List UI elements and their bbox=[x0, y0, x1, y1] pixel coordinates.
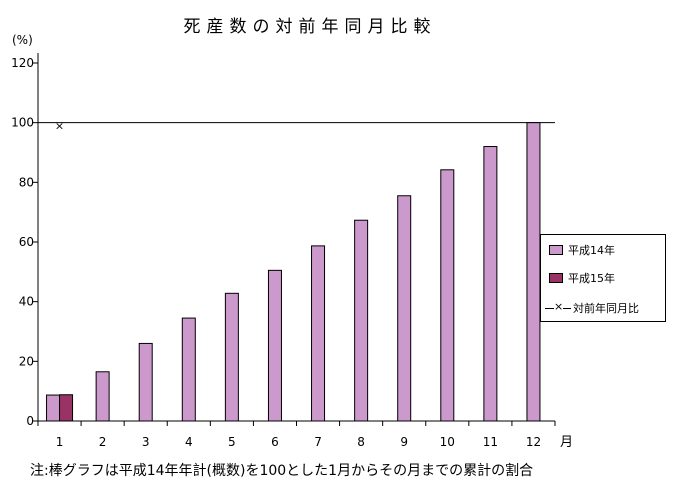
legend: 平成14年 平成15年 × 対前年同月比 bbox=[540, 234, 666, 322]
bar bbox=[267, 269, 282, 422]
x-tick-label: 7 bbox=[314, 435, 322, 449]
x-tick-label: 3 bbox=[142, 435, 150, 449]
bars bbox=[46, 122, 541, 422]
y-tick-label: 40 bbox=[19, 295, 34, 309]
bar bbox=[59, 394, 74, 422]
legend-swatch-h15 bbox=[549, 273, 563, 283]
x-tick-label: 12 bbox=[526, 435, 541, 449]
x-tick-label: 9 bbox=[400, 435, 408, 449]
bar bbox=[224, 292, 239, 422]
axes bbox=[33, 53, 556, 426]
bar bbox=[483, 146, 498, 422]
bar bbox=[354, 219, 369, 422]
legend-swatch-h14 bbox=[549, 245, 563, 255]
ratio-point: × bbox=[55, 120, 64, 133]
bar bbox=[138, 342, 153, 422]
x-tick-label: 6 bbox=[271, 435, 279, 449]
x-tick-label: 10 bbox=[440, 435, 455, 449]
y-tick-label: 100 bbox=[11, 116, 34, 130]
legend-item-h15: 平成15年 bbox=[549, 271, 615, 285]
legend-item-ratio: × 対前年同月比 bbox=[545, 300, 639, 315]
x-axis-unit: 月 bbox=[560, 435, 574, 450]
bar bbox=[526, 122, 541, 422]
ratio-series: × bbox=[55, 120, 64, 133]
legend-label-h15: 平成15年 bbox=[568, 272, 615, 285]
legend-line-ratio: × bbox=[545, 300, 571, 314]
cross-marker-icon: × bbox=[554, 300, 564, 314]
x-tick-label: 1 bbox=[56, 435, 64, 449]
y-tick-label: 20 bbox=[19, 354, 34, 368]
y-tick-label: 120 bbox=[11, 56, 34, 70]
x-tick-label: 11 bbox=[483, 435, 498, 449]
x-tick-label: 8 bbox=[357, 435, 365, 449]
x-tick-label: 5 bbox=[228, 435, 236, 449]
bar bbox=[311, 245, 326, 422]
x-tick-label: 4 bbox=[185, 435, 193, 449]
legend-item-h14: 平成14年 bbox=[549, 243, 615, 257]
legend-label-ratio: 対前年同月比 bbox=[573, 302, 639, 315]
legend-label-h14: 平成14年 bbox=[568, 244, 615, 257]
y-tick-label: 80 bbox=[19, 175, 34, 189]
y-tick-label: 0 bbox=[26, 414, 34, 428]
bar bbox=[95, 371, 110, 422]
bar bbox=[397, 195, 412, 422]
y-tick-label: 60 bbox=[19, 235, 34, 249]
y-axis-unit: (%) bbox=[12, 33, 33, 47]
bar bbox=[440, 169, 455, 422]
x-tick-label: 2 bbox=[99, 435, 107, 449]
bar bbox=[181, 317, 196, 422]
chart-title: 死産数の対前年同月比較 bbox=[183, 17, 437, 37]
footnote: 注:棒グラフは平成14年年計(概数)を100とした1月からその月までの累計の割合 bbox=[30, 463, 534, 479]
bar bbox=[46, 394, 61, 422]
